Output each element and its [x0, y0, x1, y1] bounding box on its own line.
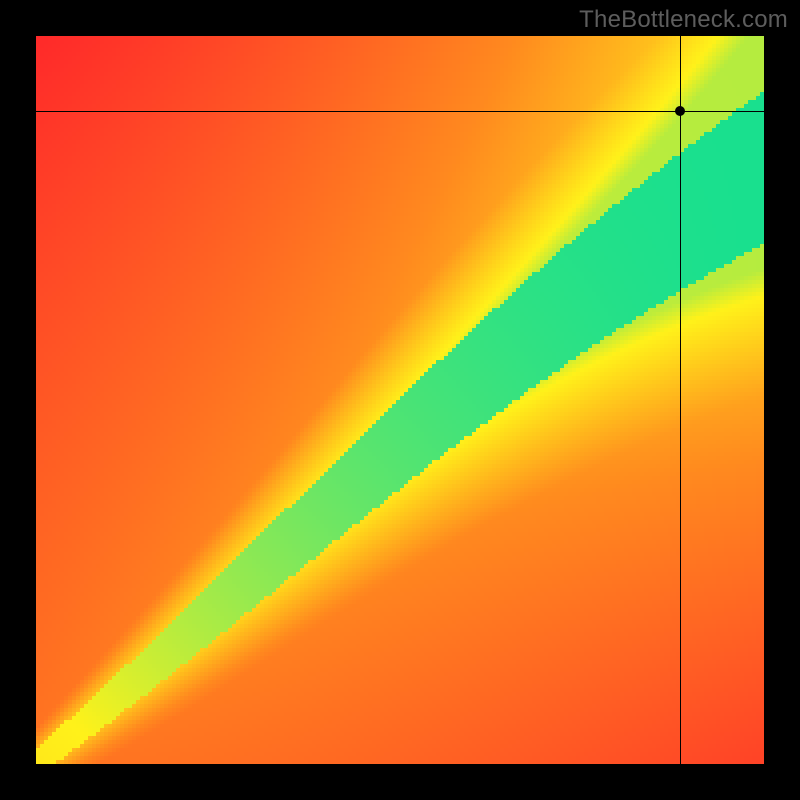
- crosshair-vertical: [680, 36, 681, 764]
- heatmap-plot: [36, 36, 764, 764]
- crosshair-horizontal: [36, 111, 764, 112]
- crosshair-marker: [675, 106, 685, 116]
- watermark-text: TheBottleneck.com: [579, 6, 788, 34]
- heatmap-canvas: [36, 36, 764, 764]
